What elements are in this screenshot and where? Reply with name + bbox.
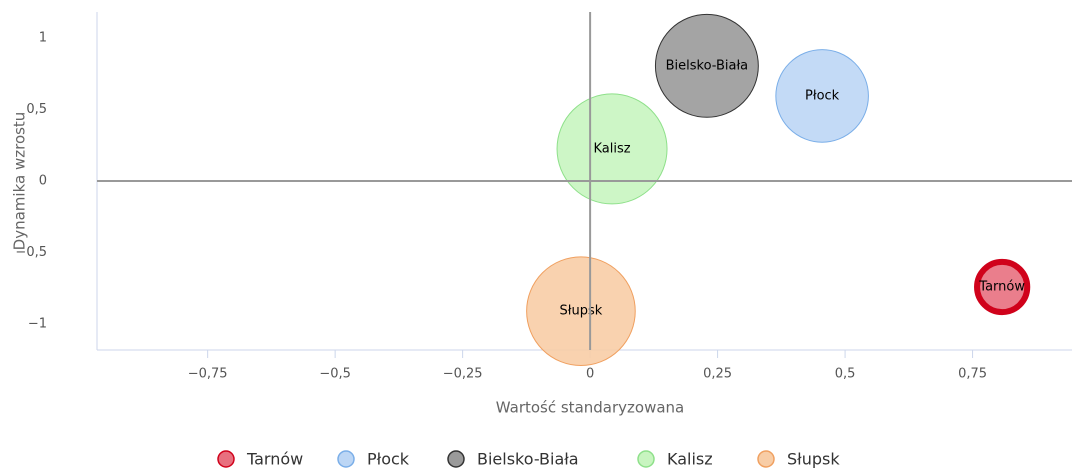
y-tick-label: 1 — [39, 30, 47, 45]
bubble — [974, 258, 1031, 316]
legend-text: Bielsko-Biała — [477, 450, 579, 469]
legend-text: Tarnów — [246, 450, 303, 469]
x-axis-title: Wartość standaryzowana — [496, 399, 684, 417]
legend-marker — [637, 450, 655, 468]
x-tick-label: −0,5 — [319, 367, 351, 382]
legend-text: Kalisz — [667, 450, 713, 469]
legend-marker — [447, 450, 465, 468]
x-tick-label: 0 — [586, 367, 594, 382]
x-tick-label: 0,25 — [703, 367, 732, 382]
legend-text: Słupsk — [787, 450, 840, 469]
legend-text: Płock — [367, 450, 410, 469]
x-tick-label: 0,75 — [958, 367, 987, 382]
y-tick-label: 0,5 — [26, 102, 47, 117]
y-tick-label: −1 — [28, 317, 47, 332]
bubble — [556, 93, 668, 205]
x-tick-label: −0,25 — [443, 367, 483, 382]
legend-marker — [337, 450, 355, 468]
y-tick-label: 0 — [39, 174, 47, 189]
bubble — [526, 256, 636, 366]
bubble-label: Tarnów — [978, 279, 1025, 294]
bubble — [654, 13, 759, 118]
legend-marker — [217, 450, 235, 468]
bubble-label: Słupsk — [560, 304, 603, 319]
bubble — [775, 49, 869, 143]
x-tick-label: −0,75 — [188, 367, 228, 382]
x-tick-label: 0,5 — [835, 367, 856, 382]
bubble-label: Płock — [805, 88, 840, 103]
bubble-label: Bielsko-Biała — [666, 58, 749, 73]
y-tick-label: −0,5 — [15, 245, 47, 260]
bubble-label: Kalisz — [593, 141, 630, 156]
y-axis-title: Dynamika wzrostu — [11, 112, 29, 251]
legend-marker — [757, 450, 775, 468]
